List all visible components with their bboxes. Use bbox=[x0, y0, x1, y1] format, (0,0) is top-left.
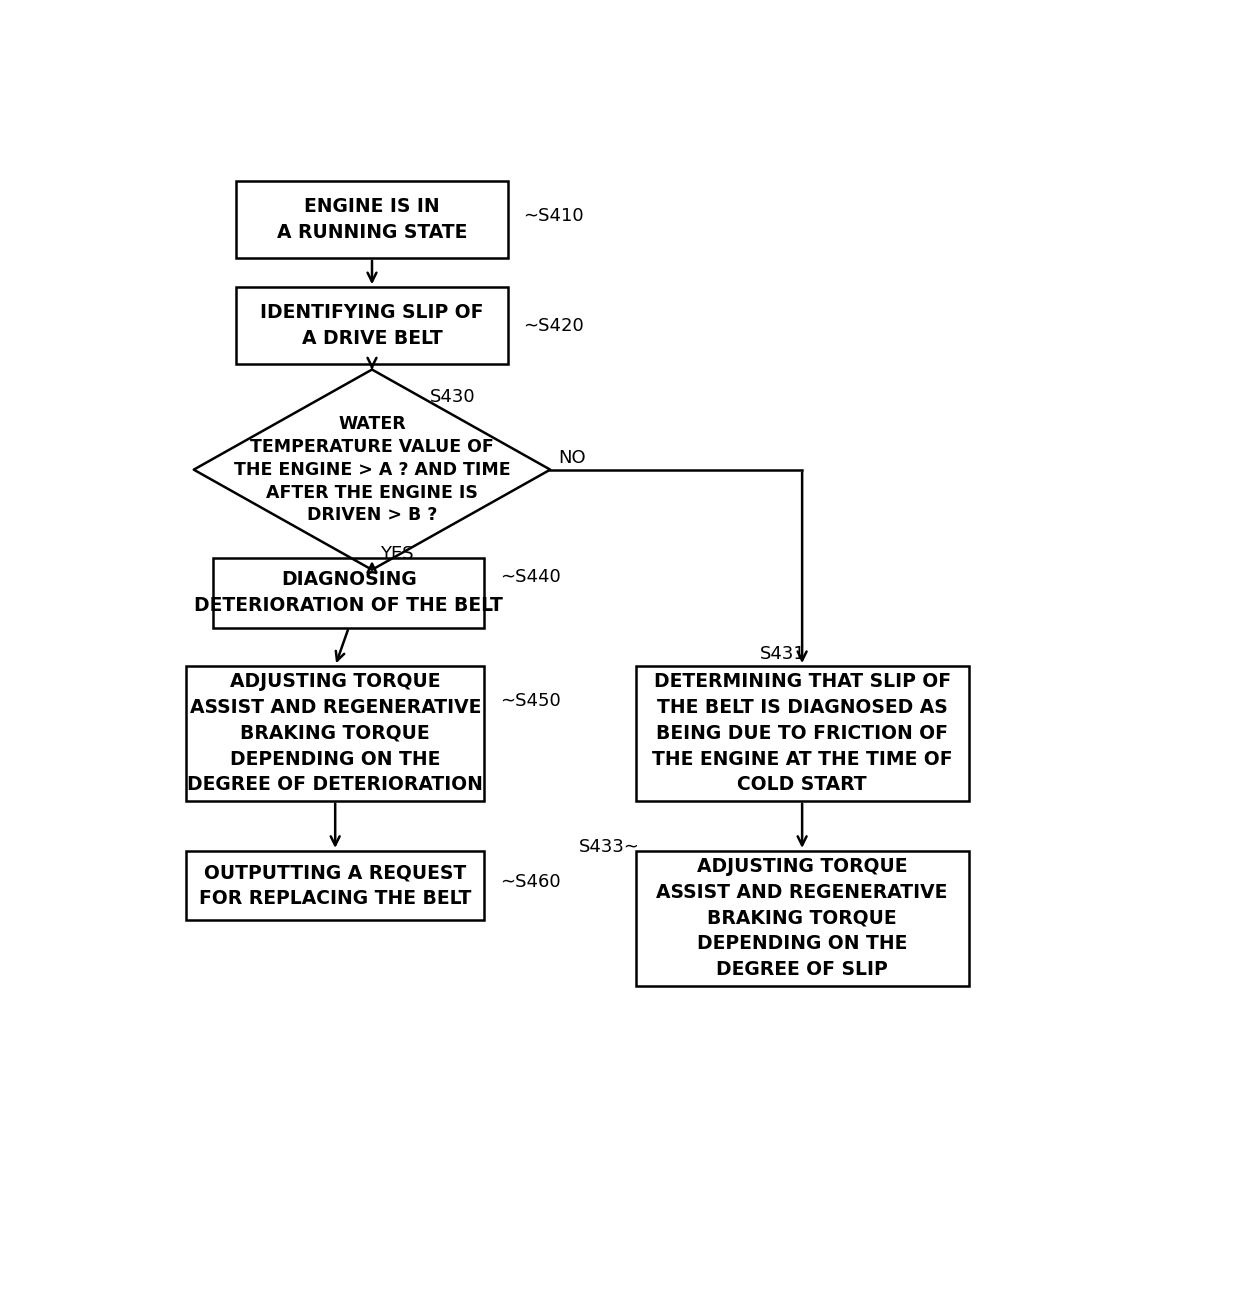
Text: ∼S410: ∼S410 bbox=[523, 206, 584, 225]
Text: ADJUSTING TORQUE
ASSIST AND REGENERATIVE
BRAKING TORQUE
DEPENDING ON THE
DEGREE : ADJUSTING TORQUE ASSIST AND REGENERATIVE… bbox=[187, 672, 484, 794]
Text: DETERMINING THAT SLIP OF
THE BELT IS DIAGNOSED AS
BEING DUE TO FRICTION OF
THE E: DETERMINING THAT SLIP OF THE BELT IS DIA… bbox=[652, 672, 952, 794]
Text: S433∼: S433∼ bbox=[578, 838, 640, 856]
FancyBboxPatch shape bbox=[237, 181, 507, 258]
Text: ∼S460: ∼S460 bbox=[500, 873, 560, 890]
Text: NO: NO bbox=[558, 450, 585, 467]
Text: S431: S431 bbox=[759, 646, 805, 664]
FancyBboxPatch shape bbox=[186, 851, 485, 920]
FancyBboxPatch shape bbox=[635, 851, 968, 985]
Text: DIAGNOSING
DETERIORATION OF THE BELT: DIAGNOSING DETERIORATION OF THE BELT bbox=[195, 571, 503, 615]
Text: ∼S450: ∼S450 bbox=[500, 692, 560, 710]
Text: ADJUSTING TORQUE
ASSIST AND REGENERATIVE
BRAKING TORQUE
DEPENDING ON THE
DEGREE : ADJUSTING TORQUE ASSIST AND REGENERATIVE… bbox=[656, 857, 947, 980]
Text: YES: YES bbox=[379, 546, 413, 563]
FancyBboxPatch shape bbox=[213, 558, 485, 627]
FancyBboxPatch shape bbox=[186, 665, 485, 801]
Text: WATER
TEMPERATURE VALUE OF
THE ENGINE > A ? AND TIME
AFTER THE ENGINE IS
DRIVEN : WATER TEMPERATURE VALUE OF THE ENGINE > … bbox=[233, 414, 511, 525]
Text: IDENTIFYING SLIP OF
A DRIVE BELT: IDENTIFYING SLIP OF A DRIVE BELT bbox=[260, 304, 484, 348]
FancyBboxPatch shape bbox=[635, 665, 968, 801]
Text: S430: S430 bbox=[430, 388, 476, 405]
Text: ENGINE IS IN
A RUNNING STATE: ENGINE IS IN A RUNNING STATE bbox=[277, 197, 467, 242]
FancyBboxPatch shape bbox=[237, 287, 507, 364]
Text: ∼S420: ∼S420 bbox=[523, 317, 584, 334]
Text: OUTPUTTING A REQUEST
FOR REPLACING THE BELT: OUTPUTTING A REQUEST FOR REPLACING THE B… bbox=[198, 863, 471, 907]
Text: ∼S440: ∼S440 bbox=[500, 568, 560, 586]
